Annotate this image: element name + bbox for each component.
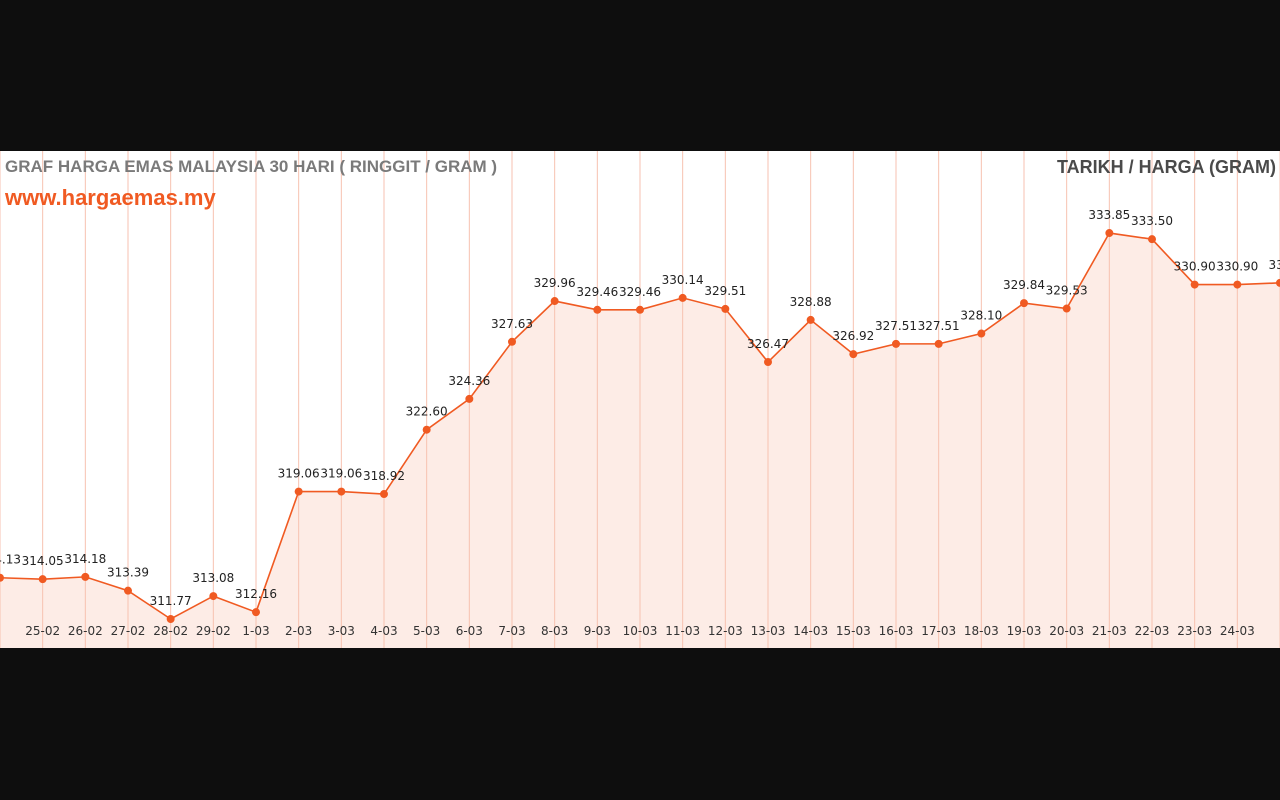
data-point [1062, 304, 1071, 313]
x-tick-label: 25-02 [25, 624, 60, 638]
data-point [0, 573, 4, 582]
x-tick-label: 26-02 [68, 624, 103, 638]
x-tick-label: 21-03 [1092, 624, 1127, 638]
x-tick-label: 22-03 [1135, 624, 1170, 638]
x-tick-label: 14-03 [793, 624, 828, 638]
data-label: 319.06 [320, 467, 362, 481]
data-point [892, 339, 900, 348]
data-point [294, 487, 303, 496]
data-label: 319.06 [278, 467, 320, 481]
x-tick-label: 1-03 [242, 624, 269, 638]
data-point [337, 487, 346, 496]
chart-title: GRAF HARGA EMAS MALAYSIA 30 HARI ( RINGG… [5, 157, 498, 176]
data-label: 313.39 [107, 566, 149, 580]
data-label: 314.13 [0, 553, 21, 567]
data-label: 327.51 [875, 319, 917, 333]
data-label: 329.84 [1003, 278, 1045, 292]
x-tick-label: 29-02 [196, 624, 231, 638]
data-label: 311.77 [150, 594, 192, 608]
data-point [550, 297, 559, 306]
data-label: 313.08 [192, 571, 234, 585]
data-label: 312.16 [235, 587, 277, 601]
x-tick-label: 16-03 [879, 624, 914, 638]
x-tick-label: 10-03 [623, 624, 658, 638]
x-tick-label: 15-03 [836, 624, 871, 638]
data-point [849, 350, 858, 359]
data-point [593, 305, 602, 314]
website-link[interactable]: www.hargaemas.my [5, 185, 216, 210]
data-label: 327.63 [491, 317, 533, 331]
data-label: 329.46 [576, 285, 618, 299]
x-tick-label: 27-02 [111, 624, 146, 638]
x-tick-label: 18-03 [964, 624, 999, 638]
data-point [721, 304, 730, 313]
data-label: 324.36 [448, 374, 490, 388]
x-tick-label: 23-03 [1177, 624, 1212, 638]
data-label: 331 [1269, 258, 1280, 272]
data-label: 333.50 [1131, 214, 1173, 228]
x-tick-label: 6-03 [456, 624, 483, 638]
data-point [81, 572, 90, 581]
data-point [1148, 235, 1156, 244]
data-point [124, 586, 132, 595]
data-label: 330.14 [662, 273, 704, 287]
data-label: 314.18 [64, 552, 106, 566]
x-tick-label: 8-03 [541, 624, 568, 638]
x-tick-label: 17-03 [921, 624, 956, 638]
legend-label: TARIKH / HARGA (GRAM) [1057, 157, 1276, 177]
data-label: 329.96 [534, 276, 576, 290]
data-label: 327.51 [918, 319, 960, 333]
data-label: 329.46 [619, 285, 661, 299]
data-label: 326.47 [747, 337, 789, 351]
x-tick-label: 28-02 [153, 624, 188, 638]
data-point [678, 293, 687, 302]
data-point [465, 394, 474, 403]
data-label: 314.05 [22, 554, 64, 568]
x-tick-label: 13-03 [751, 624, 786, 638]
data-label: 333.85 [1088, 208, 1130, 222]
data-point [806, 315, 815, 324]
data-label: 328.10 [960, 309, 1002, 323]
x-tick-label: 5-03 [413, 624, 440, 638]
data-point [1105, 229, 1114, 238]
data-label: 329.53 [1046, 284, 1088, 298]
data-point [764, 358, 772, 367]
x-tick-label: 7-03 [498, 624, 525, 638]
x-tick-label: 4-03 [370, 624, 397, 638]
x-tick-label: 3-03 [328, 624, 355, 638]
x-tick-label: 2-03 [285, 624, 312, 638]
data-point [508, 337, 516, 346]
data-point [38, 575, 47, 584]
data-point [1020, 299, 1028, 308]
x-tick-label: 9-03 [584, 624, 611, 638]
data-label: 318.92 [363, 469, 405, 483]
data-point [1190, 280, 1199, 289]
data-point [1276, 278, 1280, 287]
data-point [934, 339, 943, 348]
x-tick-label: 19-03 [1007, 624, 1042, 638]
x-tick-label: 12-03 [708, 624, 743, 638]
data-point [209, 592, 218, 601]
data-point [1233, 280, 1242, 289]
x-tick-label: 11-03 [665, 624, 700, 638]
data-point [252, 608, 260, 617]
x-tick-label: 24-03 [1220, 624, 1255, 638]
data-label: 330.90 [1174, 260, 1216, 274]
data-point [166, 615, 175, 623]
data-label: 329.51 [704, 284, 746, 298]
data-label: 328.88 [790, 295, 832, 309]
data-label: 326.92 [832, 329, 874, 343]
data-label: 330.90 [1216, 260, 1258, 274]
data-label: 322.60 [406, 405, 448, 419]
data-point [380, 490, 388, 499]
data-point [636, 305, 644, 314]
data-point [977, 329, 986, 338]
x-tick-label: 20-03 [1049, 624, 1084, 638]
data-point [422, 425, 431, 434]
